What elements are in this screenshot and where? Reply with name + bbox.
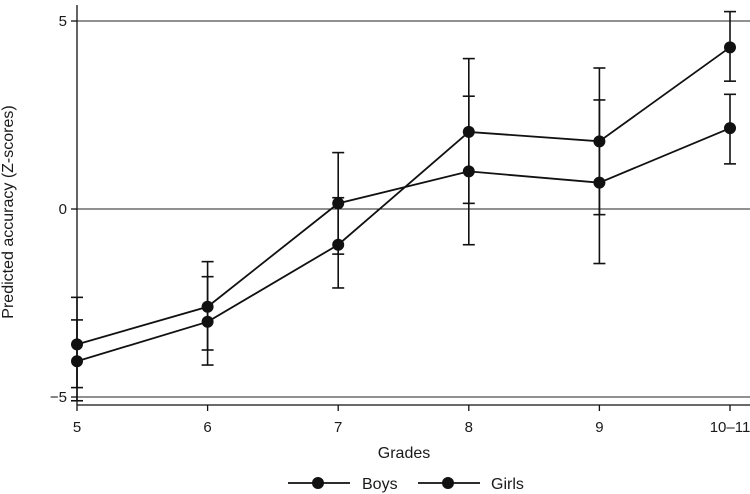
x-axis-title: Grades [378, 445, 430, 462]
point-girls-0 [71, 338, 83, 351]
series-boys [71, 10, 736, 402]
line-boys [76, 46, 731, 363]
legend: Boys Girls [288, 476, 524, 493]
y-tick-label-2: 5 [59, 13, 67, 30]
point-girls-4 [593, 176, 606, 189]
series-girls [71, 93, 736, 389]
x-tick-label-2: 7 [334, 419, 342, 436]
point-girls-3 [462, 165, 475, 178]
x-tick-label-3: 8 [465, 419, 473, 436]
x-tick-label-0: 5 [73, 419, 81, 436]
point-boys-5 [724, 41, 736, 54]
y-tick-label-1: 0 [59, 201, 67, 218]
x-tick-label-4: 9 [595, 419, 603, 436]
legend-item-boys: Boys [288, 476, 398, 493]
gridlines [77, 20, 750, 398]
legend-item-girls: Girls [418, 476, 524, 493]
y-tick-label-0: −5 [50, 389, 67, 406]
x-tick-label-1: 6 [203, 419, 211, 436]
legend-label-boys: Boys [362, 476, 398, 493]
y-axis-title: Predicted accuracy (Z-scores) [0, 105, 17, 318]
line-girls [76, 127, 731, 346]
point-girls-5 [724, 122, 736, 135]
axes: −5 0 5 5 6 7 8 9 10–11 [50, 5, 750, 436]
legend-marker-boys [312, 477, 324, 489]
series [71, 10, 736, 402]
point-girls-1 [201, 300, 214, 313]
point-girls-2 [332, 197, 345, 210]
legend-label-girls: Girls [491, 476, 524, 493]
legend-marker-girls [442, 477, 454, 489]
x-tick-label-5: 10–11 [710, 419, 750, 436]
